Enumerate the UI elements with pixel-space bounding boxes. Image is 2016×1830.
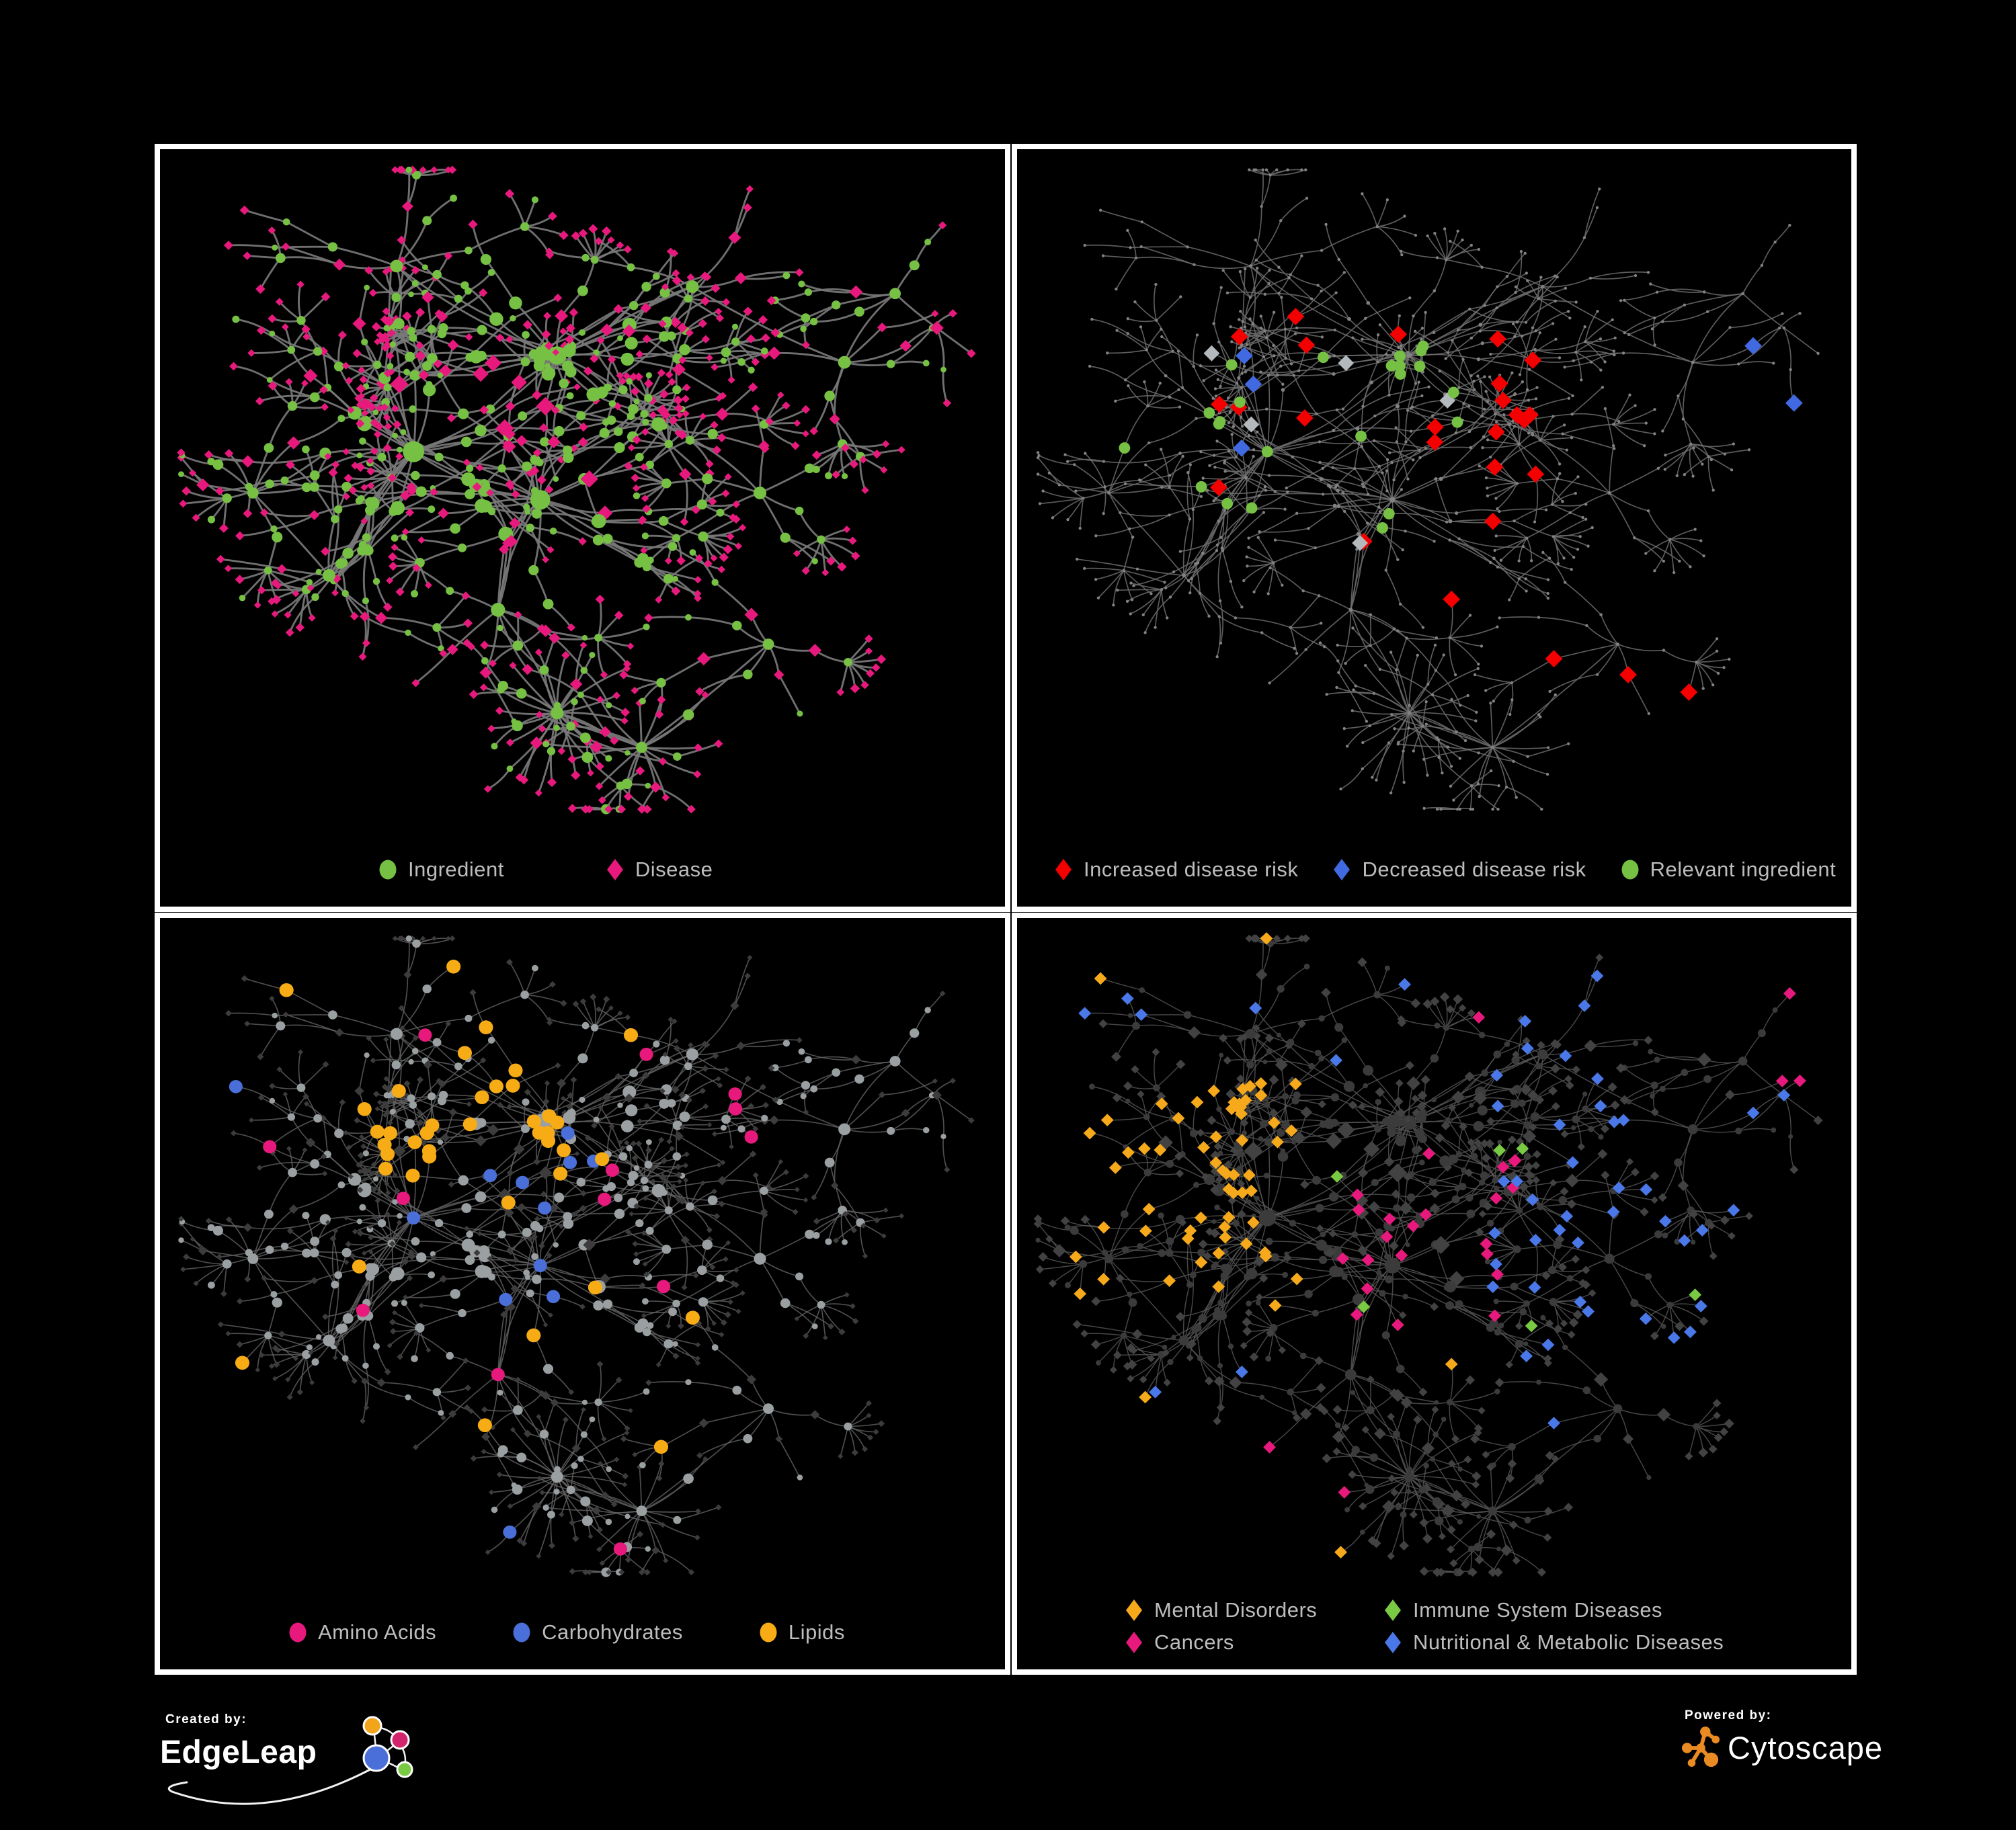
legend-disease-risk: Increased disease risk Decreased disease … <box>1053 858 1836 882</box>
legend-label: Increased disease risk <box>1084 858 1299 881</box>
legend-label: Nutritional & Metabolic Diseases <box>1413 1630 1724 1654</box>
panel-disease-risk: Increased disease risk Decreased disease … <box>1012 144 1857 912</box>
cytoscape-logo-icon <box>1682 1727 1720 1767</box>
legend-item-nutritional-metabolic-diseases: Nutritional & Metabolic Diseases <box>1383 1630 1724 1655</box>
legend-label: Mental Disorders <box>1154 1598 1318 1622</box>
legend-item-amino-acids: Amino Acids <box>288 1620 436 1645</box>
circle-marker <box>289 1622 307 1642</box>
network-nutrient-class <box>178 935 975 1577</box>
legend-item-ingredient: Ingredient <box>378 858 504 882</box>
edgeleap-logo-text: EdgeLeap <box>160 1735 317 1770</box>
edgeleap-branding: Created by: EdgeLeap <box>160 1712 483 1830</box>
circle-marker <box>379 860 397 880</box>
legend-nutrient-class: Amino Acids Carbohydrates Lipids <box>288 1620 845 1645</box>
legend-label: Relevant ingredient <box>1650 858 1837 881</box>
network-disease-category <box>1033 932 1823 1577</box>
legend-item-increased-disease-risk: Increased disease risk <box>1053 858 1298 882</box>
diamond-marker <box>1385 1599 1401 1621</box>
panel-ingredient-disease: Ingredient Disease <box>155 144 1010 912</box>
legend-disease-category: Mental Disorders Immune System Diseases Ca… <box>1124 1598 1724 1655</box>
diamond-marker <box>1055 859 1072 880</box>
legend-item-disease: Disease <box>605 858 713 882</box>
cytoscape-branding: Powered by: Cytoscape <box>1682 1708 1978 1796</box>
legend-label: Ingredient <box>408 858 504 881</box>
powered-by-label: Powered by: <box>1685 1708 1772 1722</box>
network-ingredient-disease <box>177 165 976 815</box>
cytoscape-logo-text: Cytoscape <box>1728 1729 1884 1765</box>
circle-marker <box>1621 860 1639 880</box>
created-by-label: Created by: <box>165 1712 247 1727</box>
legend-item-lipids: Lipids <box>758 1620 845 1645</box>
diamond-marker <box>1126 1599 1142 1621</box>
circle-marker <box>513 1622 530 1642</box>
legend-label: Immune System Diseases <box>1413 1598 1663 1622</box>
legend-label: Cancers <box>1154 1630 1234 1654</box>
legend-label: Amino Acids <box>318 1620 437 1644</box>
network-disease-risk <box>1036 168 1820 811</box>
edgeleap-logo-icon <box>167 1716 413 1805</box>
legend-label: Disease <box>635 858 713 881</box>
legend-label: Decreased disease risk <box>1362 858 1586 881</box>
legend-item-carbohydrates: Carbohydrates <box>512 1620 683 1645</box>
diamond-marker <box>1126 1632 1142 1653</box>
legend-label: Lipids <box>788 1620 845 1644</box>
diamond-marker <box>606 859 623 880</box>
legend-item-decreased-disease-risk: Decreased disease risk <box>1332 858 1586 882</box>
legend-item-mental-disorders: Mental Disorders <box>1124 1598 1383 1622</box>
legend-ingredient-disease: Ingredient Disease <box>378 858 713 882</box>
legend-item-cancers: Cancers <box>1124 1630 1383 1655</box>
diamond-marker <box>1385 1632 1401 1653</box>
diamond-marker <box>1334 859 1350 880</box>
legend-label: Carbohydrates <box>542 1620 683 1644</box>
circle-marker <box>760 1622 777 1642</box>
legend-item-relevant-ingredient: Relevant ingredient <box>1620 858 1837 882</box>
panel-nutrient-class: Amino Acids Carbohydrates Lipids <box>155 913 1010 1675</box>
panel-disease-category: Mental Disorders Immune System Diseases Ca… <box>1012 913 1857 1675</box>
legend-item-immune-system-diseases: Immune System Diseases <box>1383 1598 1724 1622</box>
